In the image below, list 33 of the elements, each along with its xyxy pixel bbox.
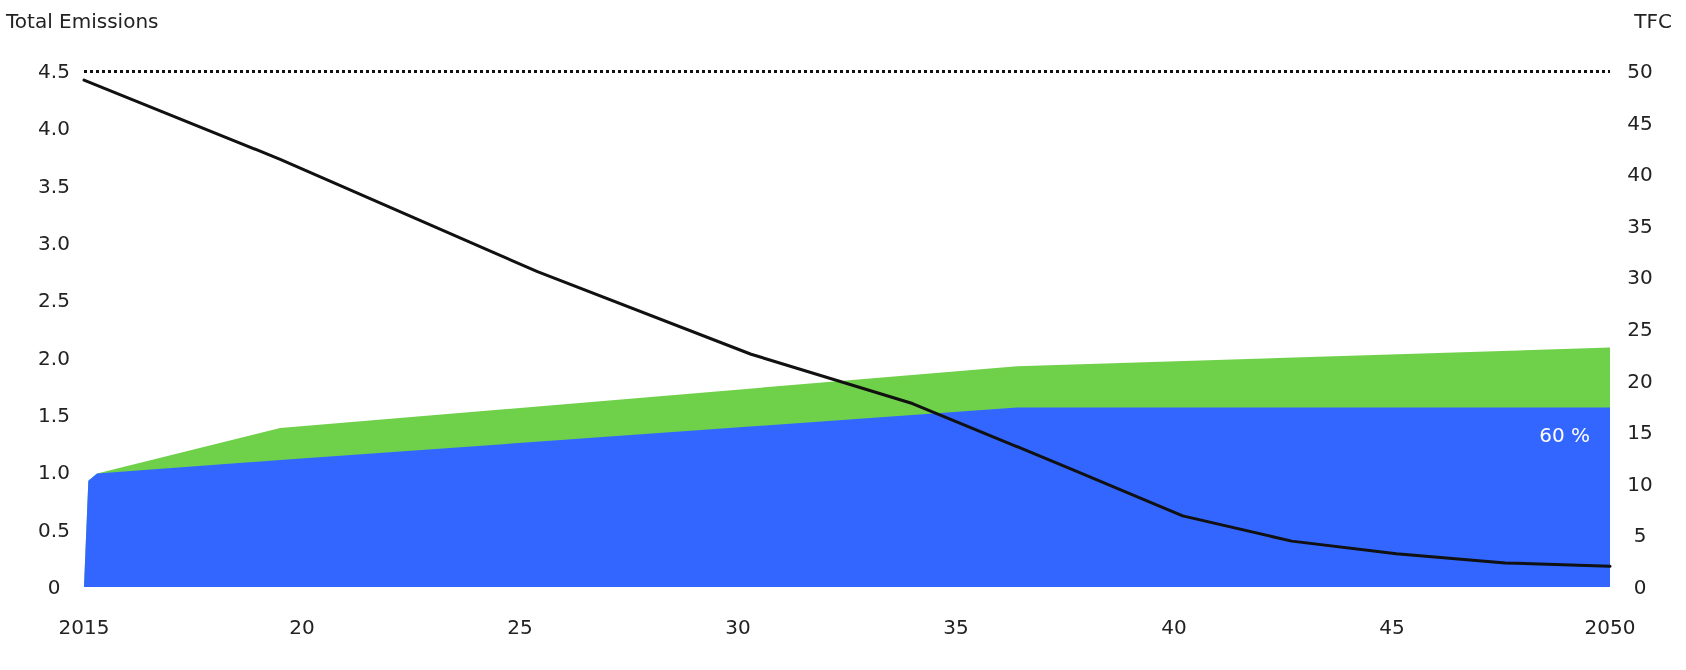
y-axis-title: Total Emissions: [5, 9, 159, 33]
line-series: [82, 78, 1612, 568]
y-tick-label: 2.0: [38, 345, 70, 370]
y2-tick-label: 5: [1633, 523, 1647, 548]
y2-tick-label: 40: [1627, 162, 1653, 187]
x-tick-label: 45: [1379, 615, 1405, 639]
y-tick-label: 2.5: [38, 288, 70, 313]
y2-tick-label: 45: [1627, 110, 1653, 135]
y2-tick-label: 0: [1633, 575, 1647, 599]
annotation: 60 %: [1539, 423, 1590, 447]
x-tick-label: 2015: [58, 615, 110, 639]
y-tick-label: 1.5: [38, 403, 70, 427]
x-tick-label: 25: [507, 615, 533, 639]
y2-axis-title: TFC: [1633, 9, 1672, 33]
y2-tick-label: 15: [1627, 420, 1653, 445]
x-tick-label: 2050: [1584, 615, 1636, 639]
y2-tick-label: 50: [1627, 59, 1653, 83]
x-tick-label: 40: [1161, 615, 1187, 639]
y-tick-label: 0.5: [38, 517, 70, 542]
y-tick-label: 3.0: [38, 231, 70, 255]
y-tick-label: 1.0: [38, 460, 70, 485]
y-tick-label: 0: [47, 575, 61, 599]
y2-tick-label: 30: [1627, 265, 1653, 290]
x-tick-label: 30: [725, 615, 751, 639]
y-tick-label: 4.0: [38, 116, 70, 141]
y-tick-label: 4.5: [38, 59, 70, 83]
x-tick-label: 20: [289, 615, 315, 639]
y2-tick-label: 20: [1627, 368, 1653, 393]
y-tick-label: 3.5: [38, 173, 70, 198]
x-tick-label: 35: [943, 615, 969, 639]
y2-tick-label: 10: [1627, 471, 1653, 496]
y2-tick-label: 25: [1627, 317, 1653, 341]
y2-tick-label: 35: [1627, 213, 1653, 238]
